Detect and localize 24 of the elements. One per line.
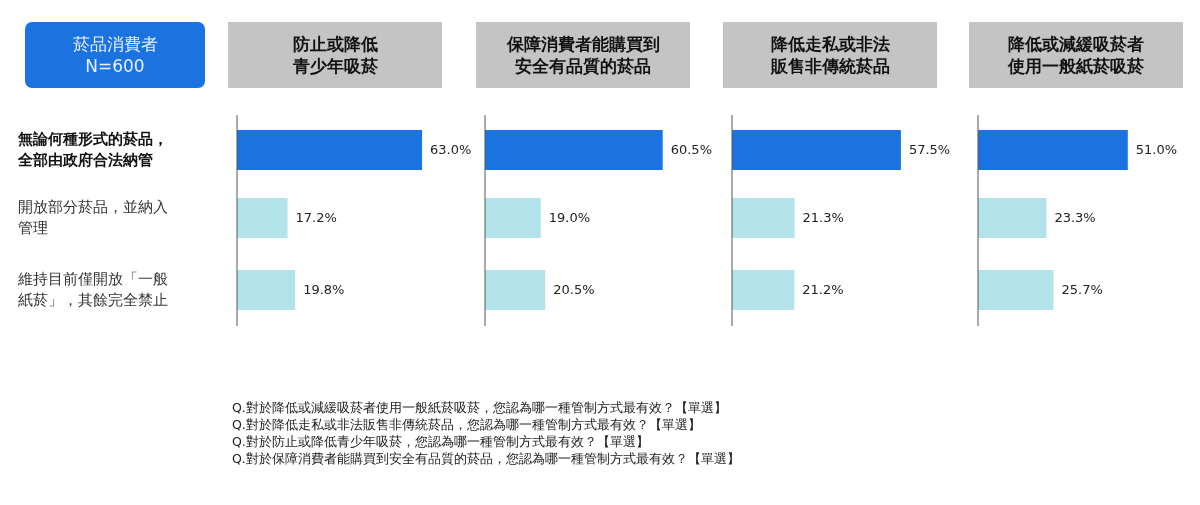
data-label: 19.8% <box>303 282 345 298</box>
data-label: 21.3% <box>802 210 844 226</box>
chart-title: 降低或減緩吸菸者使用一般紙菸吸菸 <box>1008 33 1144 77</box>
data-label: 21.2% <box>802 282 844 298</box>
y-tick-label: 無論何種形式的菸品，全部由政府合法納管 <box>18 129 169 171</box>
text: Q.對於降低或減緩吸菸者使用一般紙菸吸菸，您認為哪一種管制方式最有效？【單選】 <box>232 400 727 417</box>
data-label: 20.5% <box>553 282 595 298</box>
y-tick-label: 開放部分菸品，並納入管理 <box>18 197 169 239</box>
data-label: 19.0% <box>548 210 591 226</box>
text: Q.對於降低走私或非法販售非傳統菸品，您認為哪一種管制方式最有效？【單選】 <box>232 417 701 434</box>
chart-subtitle: 菸品消費者 N=600 <box>71 33 159 77</box>
data-label: 63.0% <box>430 142 472 158</box>
y-tick-label: 維持目前僅開放「一般紙菸」，其餘完全禁止 <box>18 269 169 311</box>
data-label: 60.5% <box>670 142 712 158</box>
chart-title: 保障消費者能購買到安全有品質的菸品 <box>506 33 660 77</box>
data-label: 25.7% <box>1061 282 1103 298</box>
data-label: 51.0% <box>1135 142 1178 158</box>
data-label: 57.5% <box>908 142 951 158</box>
text: Q.對於保障消費者能購買到安全有品質的菸品，您認為哪一種管制方式最有效？【單選】 <box>232 451 740 468</box>
chart-title: 降低走私或非法販售非傳統菸品 <box>770 33 890 77</box>
data-label: 23.3% <box>1054 210 1096 226</box>
text: Q.對於防止或降低青少年吸菸，您認為哪一種管制方式最有效？【單選】 <box>232 434 649 451</box>
data-label: 17.2% <box>295 210 337 226</box>
chart-title: 防止或降低青少年吸菸 <box>292 33 378 77</box>
